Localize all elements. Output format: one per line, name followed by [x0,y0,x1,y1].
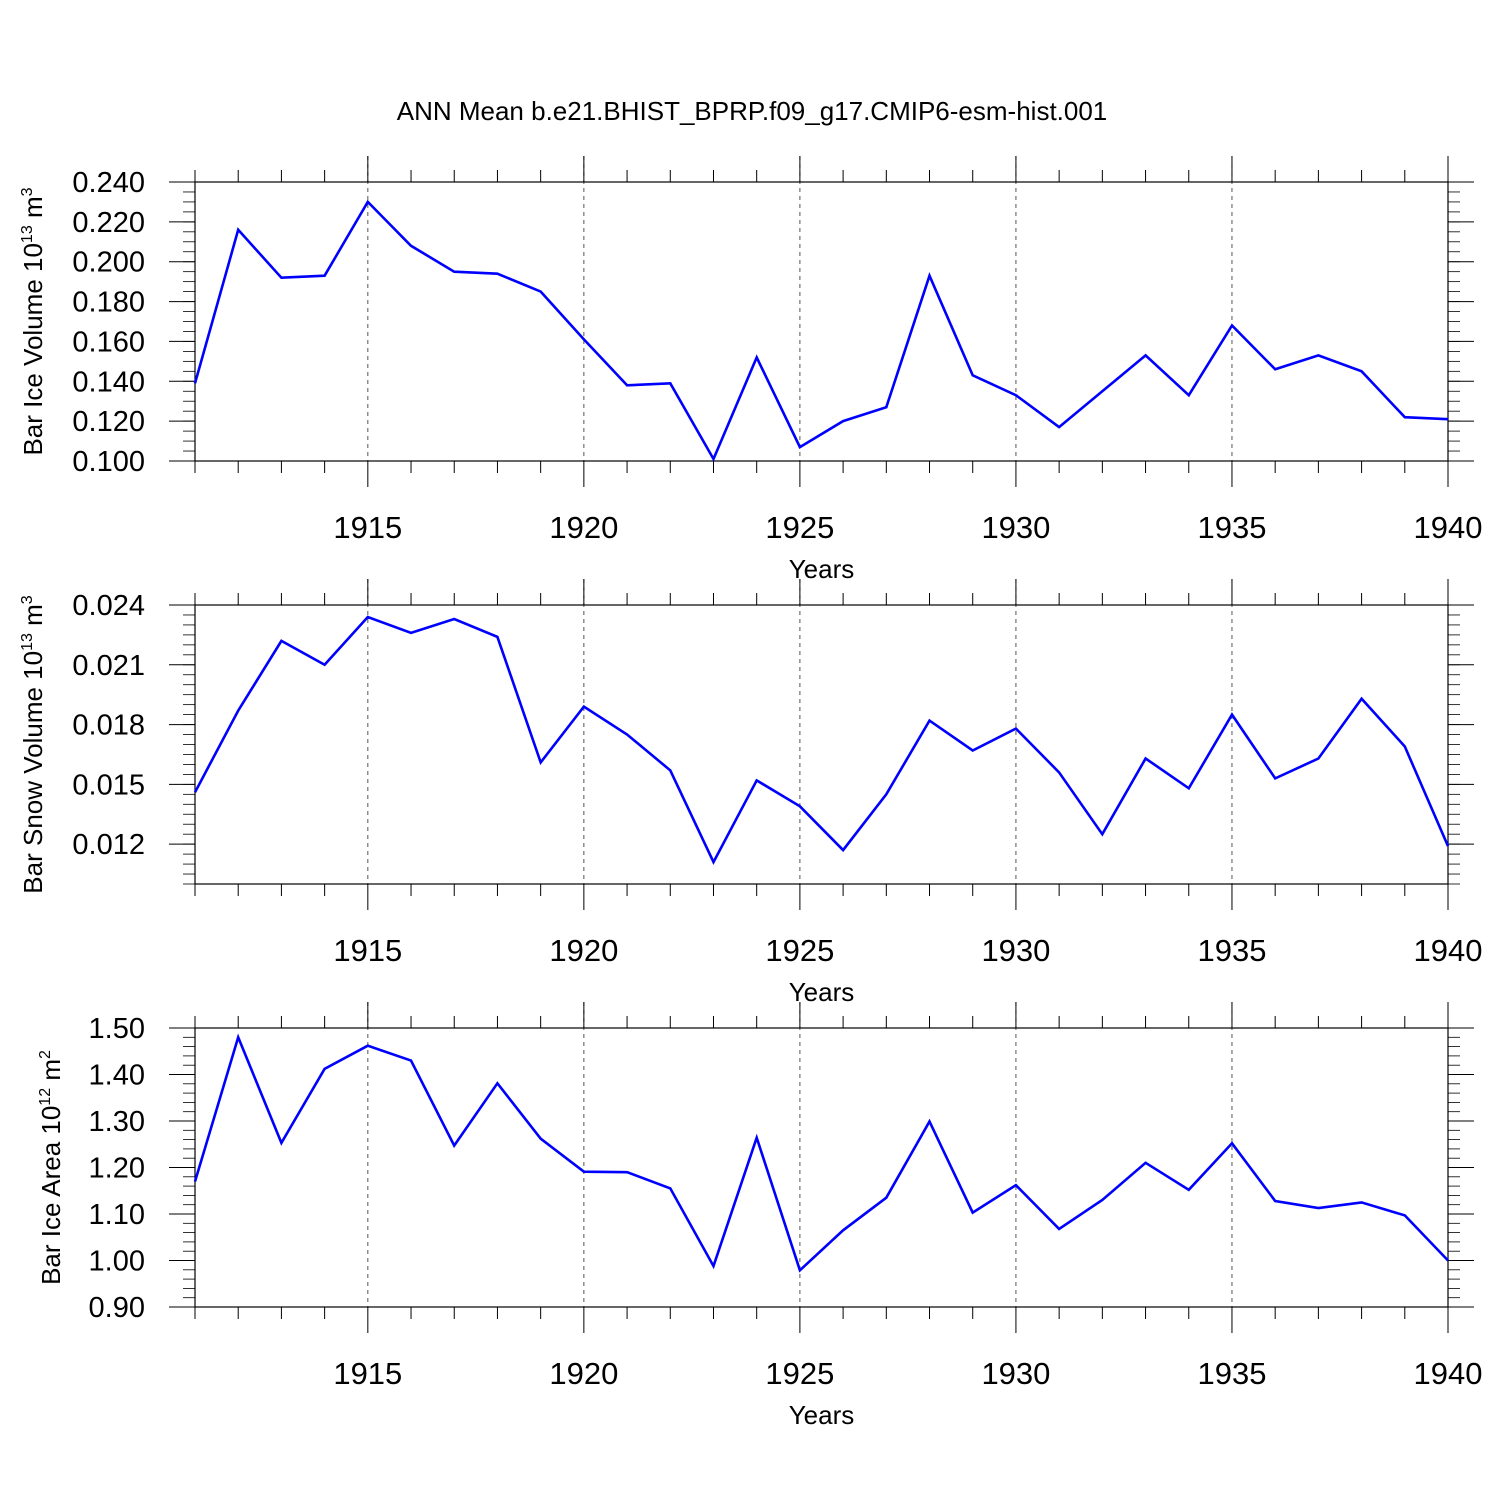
panel-ice-volume: 0.100 0.120 0.140 0.160 0.180 0.200 0.220 0.240… [18,156,1482,584]
y-tick-label: 0.200 [72,247,145,279]
x-axis-label: Years [789,977,855,1007]
y-tick-label: 1.00 [89,1246,145,1278]
y-tick-label: 0.021 [72,650,145,682]
x-axis-label: Years [789,554,855,584]
y-tick-label: 0.160 [72,326,145,358]
x-tick-label: 1940 [1414,510,1483,545]
y-tick-label: 1.10 [89,1199,145,1231]
x-tick-label: 1925 [765,510,834,545]
series-line-ice-area [193,1033,1449,1273]
panel-snow-volume: 0.012 0.015 0.018 0.021 0.024 1915 1920 1925 193… [18,579,1482,1007]
x-axis-label: Years [789,1400,855,1430]
y-axis-label-superscript: 2 [37,1050,54,1059]
x-tick-label: 1925 [765,1356,834,1391]
x-tick-label: 1915 [333,1356,402,1391]
plot-frame [194,1027,1449,1308]
y-axis-label: Bar Ice Area 1012 m2 [36,1050,66,1285]
y-tick-label: 1.40 [89,1060,145,1092]
x-tick-label: 1920 [549,510,618,545]
x-tick-label: 1920 [549,933,618,968]
y-tick-label: 0.90 [89,1292,145,1324]
x-tick-label: 1935 [1197,510,1266,545]
series-line-snow-volume [193,615,1450,866]
y-axis-label: Bar Snow Volume 1013 m3 [18,595,48,894]
x-tick-label: 1940 [1414,1356,1483,1391]
panel-ice-area: 0.90 1.00 1.10 1.20 1.30 1.40 1.50 1915 1920 1925… [36,1002,1482,1430]
x-tick-label: 1940 [1414,933,1483,968]
x-tick-label: 1930 [981,510,1050,545]
x-tick-label: 1935 [1197,933,1266,968]
x-tick-label: 1920 [549,1356,618,1391]
x-tick-label: 1915 [333,510,402,545]
y-axis-label-text: m [36,1059,66,1088]
y-axis-label-text: Bar Ice Area 10 [36,1106,66,1285]
plot-frame [194,604,1449,885]
y-axis-label: Bar Ice Volume 1013 m3 [18,187,48,455]
y-tick-label: 0.180 [72,287,145,319]
y-tick-label: 0.140 [72,366,145,398]
x-tick-label: 1930 [981,1356,1050,1391]
y-axis-label-text: m [18,196,48,225]
x-tick-label: 1930 [981,933,1050,968]
y-tick-label: 1.20 [89,1153,145,1185]
y-tick-label: 0.012 [72,829,145,861]
y-axis-label-superscript: 13 [19,225,36,243]
chart-title: ANN Mean b.e21.BHIST_BPRP.f09_g17.CMIP6-… [397,96,1108,126]
x-tick-label: 1915 [333,933,402,968]
y-axis-label-superscript: 3 [19,595,36,604]
series-line-ice-volume [193,199,1449,462]
y-tick-label: 1.50 [89,1013,145,1045]
y-axis-label-text: Bar Ice Volume 10 [18,243,48,455]
y-tick-label: 0.100 [72,446,145,478]
y-axis-label-superscript: 13 [19,633,36,651]
y-axis-label-text: Bar Snow Volume 10 [18,651,48,894]
y-tick-label: 0.240 [72,167,145,199]
y-axis-label-superscript: 3 [19,187,36,196]
y-tick-label: 0.024 [72,590,145,622]
y-tick-label: 0.015 [72,769,145,801]
y-axis-label-text: m [18,604,48,633]
y-tick-label: 0.018 [72,710,145,742]
y-tick-label: 0.120 [72,406,145,438]
y-tick-label: 1.30 [89,1106,145,1138]
plot-frame [194,181,1449,462]
x-tick-label: 1935 [1197,1356,1266,1391]
y-tick-label: 0.220 [72,207,145,239]
x-tick-label: 1925 [765,933,834,968]
y-axis-label-superscript: 12 [37,1088,54,1106]
